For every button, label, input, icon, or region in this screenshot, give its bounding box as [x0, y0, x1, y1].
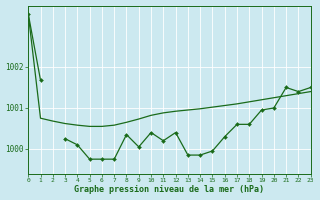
X-axis label: Graphe pression niveau de la mer (hPa): Graphe pression niveau de la mer (hPa): [75, 185, 264, 194]
